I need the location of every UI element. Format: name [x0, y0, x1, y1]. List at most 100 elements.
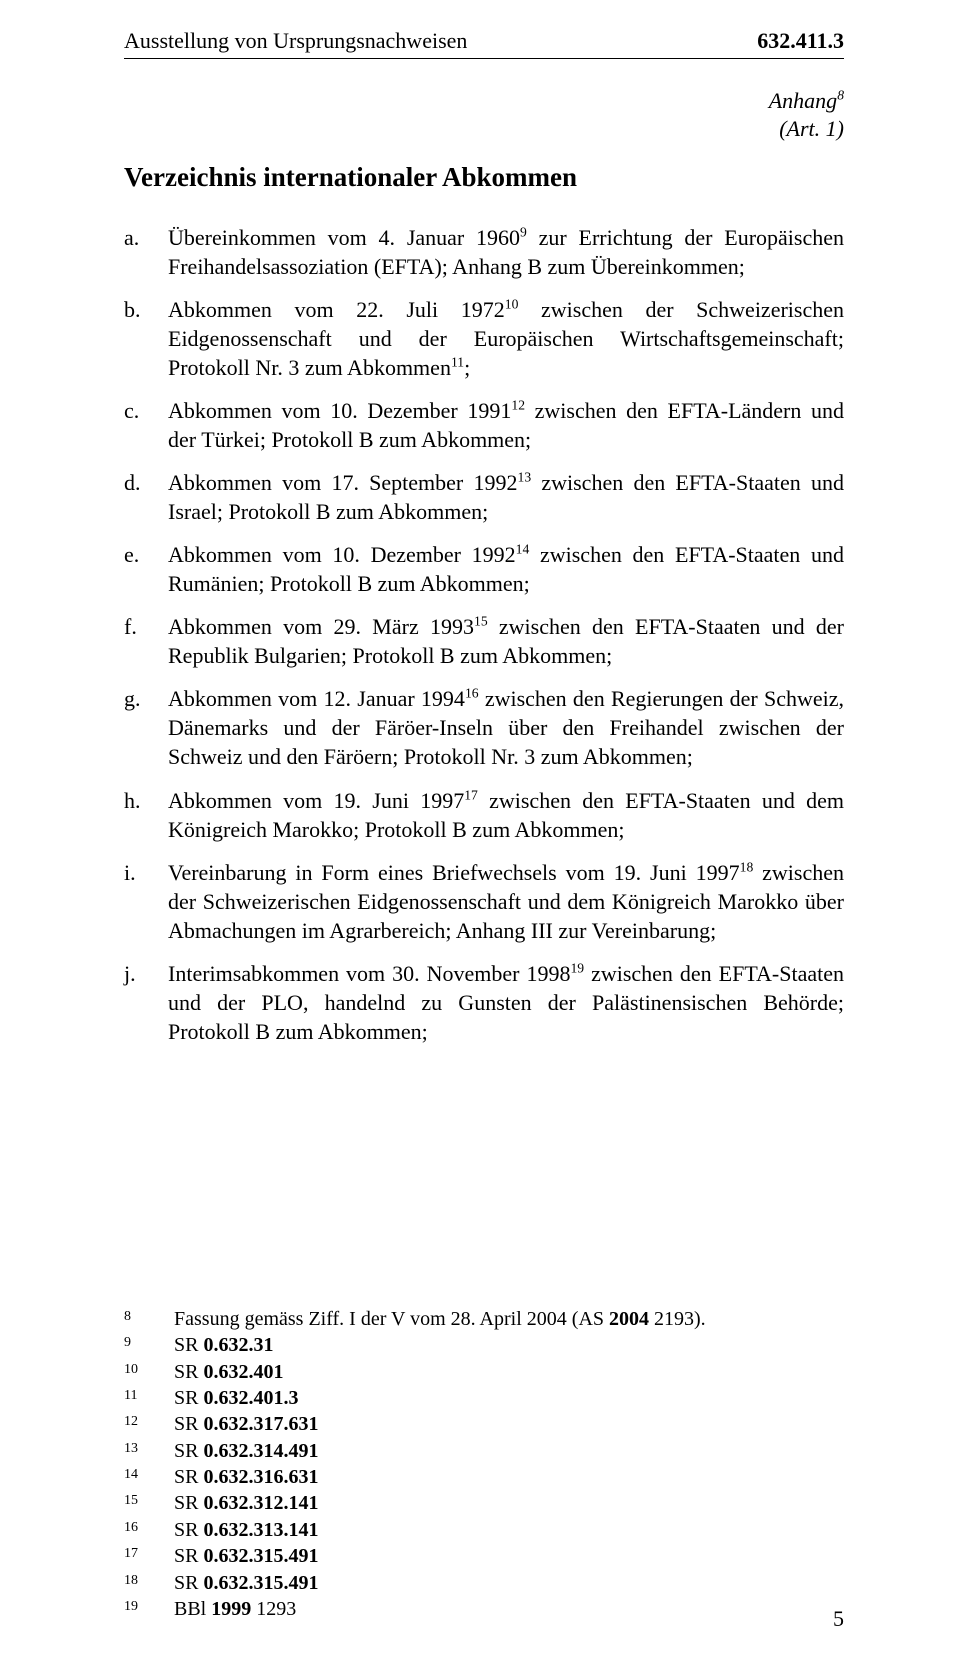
list-item-body: Abkommen vom 29. März 199315 zwischen de…: [168, 612, 844, 670]
page: Ausstellung von Ursprungsnachweisen 632.…: [0, 0, 960, 1662]
list-item-label: d.: [124, 468, 168, 526]
list-item-label: c.: [124, 396, 168, 454]
list-item-text: ;: [464, 355, 470, 380]
footnote: 10SR 0.632.401: [124, 1359, 844, 1385]
footnote-ref: 9: [520, 225, 527, 240]
list-item-text: Abkommen vom 19. Juni 1997: [168, 788, 464, 813]
header-rule: [124, 58, 844, 59]
footnote: 15SR 0.632.312.141: [124, 1490, 844, 1516]
footnote-ref: 16: [465, 686, 479, 701]
footnote-ref: 15: [474, 614, 488, 629]
list-item: e.Abkommen vom 10. Dezember 199214 zwisc…: [124, 540, 844, 598]
list-item: f.Abkommen vom 29. März 199315 zwischen …: [124, 612, 844, 670]
list-item-body: Abkommen vom 22. Juli 197210 zwischen de…: [168, 295, 844, 382]
list-item-text: Abkommen vom 22. Juli 1972: [168, 297, 505, 322]
footnote-number: 18: [124, 1570, 174, 1596]
list-item-label: g.: [124, 684, 168, 771]
list-item: a.Übereinkommen vom 4. Januar 19609 zur …: [124, 223, 844, 281]
footnote-text: SR 0.632.313.141: [174, 1517, 844, 1543]
footnote-number: 11: [124, 1385, 174, 1411]
footnote: 18SR 0.632.315.491: [124, 1570, 844, 1596]
footnote-number: 10: [124, 1359, 174, 1385]
list-item-text: Abkommen vom 10. Dezember 1992: [168, 542, 516, 567]
footnotes: 8Fassung gemäss Ziff. I der V vom 28. Ap…: [124, 1306, 844, 1623]
list-item-body: Vereinbarung in Form eines Briefwechsels…: [168, 858, 844, 945]
footnote-text: SR 0.632.312.141: [174, 1490, 844, 1516]
list-item-text: Abkommen vom 29. März 1993: [168, 614, 474, 639]
footnote-text: SR 0.632.317.631: [174, 1411, 844, 1437]
footnote: 13SR 0.632.314.491: [124, 1438, 844, 1464]
list-item-text: Abkommen vom 10. Dezember 1991: [168, 398, 511, 423]
footnote-number: 8: [124, 1306, 174, 1332]
list-item-label: i.: [124, 858, 168, 945]
list-item-body: Abkommen vom 12. Januar 199416 zwischen …: [168, 684, 844, 771]
footnote-ref: 10: [505, 297, 519, 312]
list-item-label: e.: [124, 540, 168, 598]
list-item-label: j.: [124, 959, 168, 1046]
running-header: Ausstellung von Ursprungsnachweisen 632.…: [124, 28, 844, 54]
footnote: 19BBl 1999 1293: [124, 1596, 844, 1622]
anhang-article: (Art. 1): [779, 116, 844, 141]
list-item: d.Abkommen vom 17. September 199213 zwis…: [124, 468, 844, 526]
list-item-body: Abkommen vom 17. September 199213 zwisch…: [168, 468, 844, 526]
document-title: Verzeichnis internationaler Abkommen: [124, 162, 844, 193]
list-item-body: Abkommen vom 19. Juni 199717 zwischen de…: [168, 786, 844, 844]
list-item: j.Interimsabkommen vom 30. November 1998…: [124, 959, 844, 1046]
footnote-text: SR 0.632.31: [174, 1332, 844, 1358]
list-item-label: b.: [124, 295, 168, 382]
anhang-reference: Anhang8 (Art. 1): [124, 87, 844, 142]
list-item-body: Abkommen vom 10. Dezember 199112 zwische…: [168, 396, 844, 454]
footnote: 17SR 0.632.315.491: [124, 1543, 844, 1569]
footnote-text: Fassung gemäss Ziff. I der V vom 28. Apr…: [174, 1306, 844, 1332]
footnote-ref: 19: [570, 960, 584, 975]
page-number: 5: [833, 1606, 844, 1632]
footnote-text: SR 0.632.314.491: [174, 1438, 844, 1464]
list-item-body: Abkommen vom 10. Dezember 199214 zwische…: [168, 540, 844, 598]
list-item-text: Abkommen vom 12. Januar 1994: [168, 686, 465, 711]
footnote: 14SR 0.632.316.631: [124, 1464, 844, 1490]
footnote-text: SR 0.632.401: [174, 1359, 844, 1385]
footnote-ref: 18: [740, 859, 754, 874]
list-item: h.Abkommen vom 19. Juni 199717 zwischen …: [124, 786, 844, 844]
list-item-text: Abkommen vom 17. September 1992: [168, 470, 518, 495]
footnote-number: 17: [124, 1543, 174, 1569]
list-item: c.Abkommen vom 10. Dezember 199112 zwisc…: [124, 396, 844, 454]
anhang-label: Anhang: [769, 88, 837, 113]
footnote-text: BBl 1999 1293: [174, 1596, 844, 1622]
footnote-ref: 14: [516, 542, 530, 557]
footnote: 11SR 0.632.401.3: [124, 1385, 844, 1411]
footnote-number: 13: [124, 1438, 174, 1464]
list-item: b.Abkommen vom 22. Juli 197210 zwischen …: [124, 295, 844, 382]
footnote-text: SR 0.632.401.3: [174, 1385, 844, 1411]
list-item-body: Übereinkommen vom 4. Januar 19609 zur Er…: [168, 223, 844, 281]
agreement-list: a.Übereinkommen vom 4. Januar 19609 zur …: [124, 223, 844, 1046]
anhang-sup: 8: [837, 88, 844, 103]
footnote-ref: 11: [451, 355, 464, 370]
footnote-text: SR 0.632.316.631: [174, 1464, 844, 1490]
footnote-text: SR 0.632.315.491: [174, 1570, 844, 1596]
list-item-text: Interimsabkommen vom 30. November 1998: [168, 961, 570, 986]
footnote-number: 9: [124, 1332, 174, 1358]
list-item-text: Vereinbarung in Form eines Briefwechsels…: [168, 860, 740, 885]
footnote-ref: 12: [511, 398, 525, 413]
list-item-body: Interimsabkommen vom 30. November 199819…: [168, 959, 844, 1046]
list-item-text: Übereinkommen vom 4. Januar 1960: [168, 225, 520, 250]
list-item-label: h.: [124, 786, 168, 844]
header-left: Ausstellung von Ursprungsnachweisen: [124, 28, 467, 54]
footnote-number: 12: [124, 1411, 174, 1437]
footnote-number: 19: [124, 1596, 174, 1622]
footnote-number: 15: [124, 1490, 174, 1516]
footnote: 8Fassung gemäss Ziff. I der V vom 28. Ap…: [124, 1306, 844, 1332]
list-item-label: a.: [124, 223, 168, 281]
footnote-number: 14: [124, 1464, 174, 1490]
footnote-number: 16: [124, 1517, 174, 1543]
footnote: 12SR 0.632.317.631: [124, 1411, 844, 1437]
list-item-label: f.: [124, 612, 168, 670]
list-item: i.Vereinbarung in Form eines Briefwechse…: [124, 858, 844, 945]
list-item: g.Abkommen vom 12. Januar 199416 zwische…: [124, 684, 844, 771]
header-right: 632.411.3: [757, 28, 844, 54]
footnote-text: SR 0.632.315.491: [174, 1543, 844, 1569]
footnote: 16SR 0.632.313.141: [124, 1517, 844, 1543]
footnote-ref: 13: [518, 470, 532, 485]
footnote-ref: 17: [464, 787, 478, 802]
